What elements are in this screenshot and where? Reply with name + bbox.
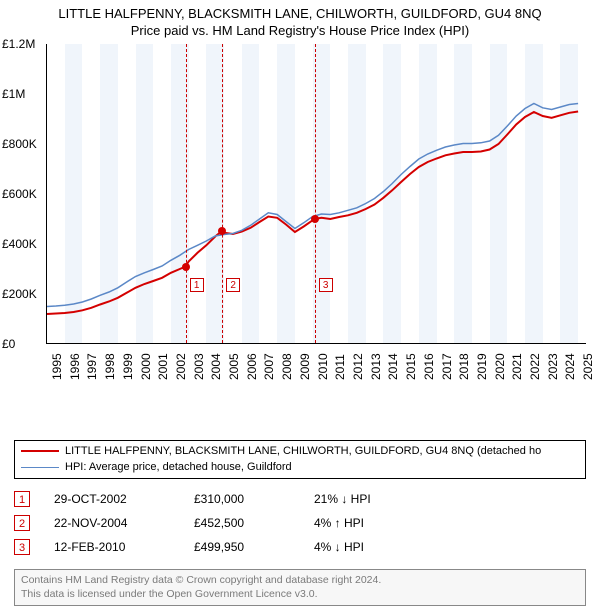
event-vline bbox=[222, 44, 223, 343]
event-table-row: 3 12-FEB-2010£499,9504% ↓ HPI bbox=[14, 535, 586, 559]
series-hpi bbox=[47, 104, 578, 307]
event-table-row: 2 22-NOV-2004£452,5004% ↑ HPI bbox=[14, 511, 586, 535]
x-tick-label: 1997 bbox=[85, 353, 99, 380]
legend-label: LITTLE HALFPENNY, BLACKSMITH LANE, CHILW… bbox=[65, 445, 541, 457]
x-tick-label: 2017 bbox=[440, 353, 454, 380]
chart-title-line2: Price paid vs. HM Land Registry's House … bbox=[0, 23, 600, 38]
x-tick-label: 2009 bbox=[298, 353, 312, 380]
series-property bbox=[47, 112, 578, 315]
event-table-row: 1 29-OCT-2002£310,00021% ↓ HPI bbox=[14, 487, 586, 511]
events-table: 1 29-OCT-2002£310,00021% ↓ HPI 2 22-NOV-200… bbox=[14, 487, 586, 559]
y-tick-label: £800K bbox=[2, 137, 37, 151]
chart-title-line1: LITTLE HALFPENNY, BLACKSMITH LANE, CHILW… bbox=[0, 6, 600, 21]
event-price: £452,500 bbox=[194, 516, 314, 530]
event-table-marker: 1 bbox=[14, 491, 30, 507]
x-tick-label: 2021 bbox=[510, 353, 524, 380]
event-date: 12-FEB-2010 bbox=[54, 540, 194, 554]
event-dot bbox=[218, 227, 226, 235]
x-tick-label: 2001 bbox=[156, 353, 170, 380]
x-tick-label: 2018 bbox=[457, 353, 471, 380]
event-date: 29-OCT-2002 bbox=[54, 492, 194, 506]
x-tick-label: 2002 bbox=[174, 353, 188, 380]
x-tick-label: 2012 bbox=[351, 353, 365, 380]
x-tick-label: 2016 bbox=[422, 353, 436, 380]
x-tick-label: 2007 bbox=[262, 353, 276, 380]
x-tick-label: 2022 bbox=[528, 353, 542, 380]
x-tick-label: 1996 bbox=[68, 353, 82, 380]
attribution-footer: Contains HM Land Registry data © Crown c… bbox=[14, 569, 586, 606]
x-tick-label: 2015 bbox=[404, 353, 418, 380]
x-tick-label: 2005 bbox=[227, 353, 241, 380]
x-tick-label: 1998 bbox=[103, 353, 117, 380]
x-tick-label: 2025 bbox=[581, 353, 595, 380]
y-tick-label: £1.2M bbox=[2, 37, 35, 51]
x-tick-label: 2023 bbox=[546, 353, 560, 380]
y-tick-label: £600K bbox=[2, 187, 37, 201]
event-delta: 4% ↑ HPI bbox=[314, 516, 364, 530]
x-tick-label: 1999 bbox=[121, 353, 135, 380]
event-delta: 21% ↓ HPI bbox=[314, 492, 371, 506]
legend-swatch bbox=[21, 450, 59, 452]
event-marker: 3 bbox=[319, 278, 333, 292]
event-price: £499,950 bbox=[194, 540, 314, 554]
x-tick-label: 2000 bbox=[139, 353, 153, 380]
x-tick-label: 2008 bbox=[280, 353, 294, 380]
x-tick-label: 2013 bbox=[369, 353, 383, 380]
x-tick-label: 2011 bbox=[333, 354, 347, 380]
event-marker: 2 bbox=[226, 278, 240, 292]
x-tick-label: 2010 bbox=[316, 353, 330, 380]
event-dot bbox=[182, 263, 190, 271]
x-tick-label: 2014 bbox=[386, 353, 400, 380]
chart-title-block: LITTLE HALFPENNY, BLACKSMITH LANE, CHILW… bbox=[0, 0, 600, 38]
x-tick-label: 2024 bbox=[563, 353, 577, 380]
legend-label: HPI: Average price, detached house, Guil… bbox=[65, 461, 292, 473]
chart-area: 123 £0£200K£400K£600K£800K£1M£1.2M199519… bbox=[46, 44, 586, 384]
event-date: 22-NOV-2004 bbox=[54, 516, 194, 530]
series-svg bbox=[47, 44, 586, 344]
event-marker: 1 bbox=[190, 278, 204, 292]
y-tick-label: £200K bbox=[2, 287, 37, 301]
x-tick-label: 1995 bbox=[50, 353, 64, 380]
legend-box: LITTLE HALFPENNY, BLACKSMITH LANE, CHILW… bbox=[14, 440, 586, 479]
event-price: £310,000 bbox=[194, 492, 314, 506]
event-vline bbox=[315, 44, 316, 343]
x-tick-label: 2020 bbox=[493, 353, 507, 380]
x-tick-label: 2004 bbox=[209, 353, 223, 380]
legend-row: LITTLE HALFPENNY, BLACKSMITH LANE, CHILW… bbox=[21, 443, 579, 459]
footer-line1: Contains HM Land Registry data © Crown c… bbox=[21, 574, 579, 588]
x-tick-label: 2019 bbox=[475, 353, 489, 380]
x-tick-label: 2003 bbox=[192, 353, 206, 380]
legend-row: HPI: Average price, detached house, Guil… bbox=[21, 459, 579, 475]
event-dot bbox=[311, 215, 319, 223]
legend-swatch bbox=[21, 467, 59, 468]
event-vline bbox=[186, 44, 187, 343]
x-tick-label: 2006 bbox=[245, 353, 259, 380]
event-table-marker: 2 bbox=[14, 515, 30, 531]
y-tick-label: £0 bbox=[2, 337, 15, 351]
plot-region: 1 2 3 bbox=[46, 44, 586, 344]
y-tick-label: £400K bbox=[2, 237, 37, 251]
event-delta: 4% ↓ HPI bbox=[314, 540, 364, 554]
y-tick-label: £1M bbox=[2, 87, 25, 101]
event-table-marker: 3 bbox=[14, 539, 30, 555]
